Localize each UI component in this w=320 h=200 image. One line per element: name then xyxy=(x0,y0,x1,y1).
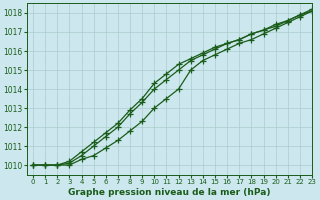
X-axis label: Graphe pression niveau de la mer (hPa): Graphe pression niveau de la mer (hPa) xyxy=(68,188,271,197)
